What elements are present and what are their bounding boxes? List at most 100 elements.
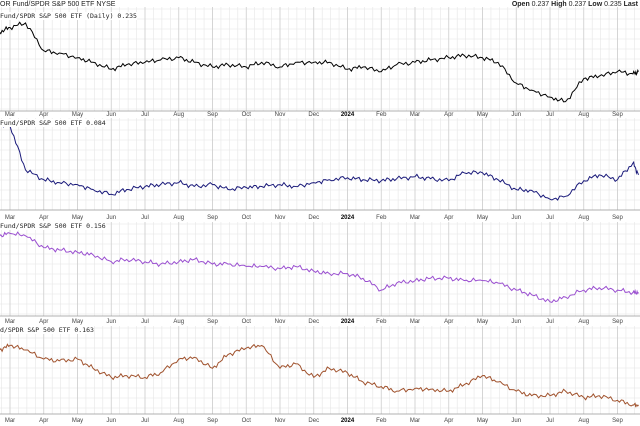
x-tick-label: Dec [308,319,319,325]
panel-4-title: d/SPDR S&P 500 ETF 0.163 [0,326,94,334]
x-tick-label: Jun [106,319,116,325]
x-tick-label: Dec [308,215,319,221]
x-tick-label: 2024 [341,215,355,221]
x-tick-label: May [477,319,488,325]
x-tick-label: Mar [410,319,420,325]
x-tick-label: Jun [511,215,521,221]
x-tick-label: Aug [578,215,589,221]
last-label: Last [623,1,638,8]
x-tick-label: Nov [275,319,286,325]
x-tick-label: Feb [376,319,387,325]
x-tick-label: Sep [612,215,623,221]
panel-2: Mar Apr May Jun Jul Aug Sep Oct Nov Dec 2024 Feb Mar… [0,118,640,221]
x-tick-label: Aug [173,319,184,325]
x-tick-label: Apr [444,418,453,424]
x-tick-label: May [72,319,83,325]
x-tick-label: May [477,112,488,118]
x-tick-label: Aug [173,215,184,221]
x-tick-label: Apr [39,319,48,325]
x-tick-label: Jul [546,319,554,325]
x-tick-label: Mar [5,215,15,221]
x-tick-label: Apr [444,215,453,221]
x-tick-label: Aug [173,112,184,118]
x-tick-label: Apr [444,112,453,118]
high-value: 0.237 [568,1,587,8]
x-tick-label: Aug [578,319,589,325]
panel-1-title: Fund/SPDR S&P 500 ETF (Daily) 0.235 [0,12,137,20]
x-tick-label: 2024 [341,112,355,118]
x-tick-label: Sep [207,319,218,325]
x-tick-label: Sep [612,112,623,118]
low-value: 0.235 [604,1,622,8]
x-tick-label: Feb [376,215,387,221]
x-tick-label: Oct [242,418,252,424]
x-tick-label: Jun [511,319,521,325]
x-tick-label: Dec [308,418,319,424]
x-tick-label: Jun [511,112,521,118]
x-tick-label: Oct [242,112,252,118]
x-tick-label: Mar [410,418,420,424]
x-tick-label: Sep [207,215,218,221]
x-tick-label: Oct [242,319,252,325]
x-tick-label: May [72,215,83,221]
low-label: Low [588,1,603,8]
x-tick-label: Sep [612,418,623,424]
chart-header-title: OR Fund/SPDR S&P 500 ETF NYSE [0,1,115,8]
x-tick-label: Aug [578,418,589,424]
x-tick-label: Jul [546,215,554,221]
x-tick-label: Jun [106,418,116,424]
x-tick-label: Jul [141,319,149,325]
x-tick-label: Sep [207,418,218,424]
x-tick-label: Oct [242,215,252,221]
ohlc-readout: Open 0.237 High 0.237 Low 0.235 Last [512,1,638,8]
panel-4: Mar Apr May Jun Jul Aug Sep Oct Nov Dec 2024 Feb Mar… [0,326,640,424]
x-tick-label: May [477,418,488,424]
x-tick-label: Nov [275,215,286,221]
x-tick-label: Jul [141,418,149,424]
x-tick-label: Jul [546,418,554,424]
x-tick-label: 2024 [341,319,355,325]
x-tick-label: Apr [444,319,453,325]
x-tick-label: Jul [546,112,554,118]
x-tick-label: Aug [578,112,589,118]
x-tick-label: Mar [5,319,15,325]
x-tick-label: Apr [39,418,48,424]
panel-1: Mar Apr May Jun Jul Aug Sep Oct Nov Dec 2024 Feb Mar… [0,7,640,118]
series-line-4 [0,343,639,408]
x-tick-label: Mar [410,215,420,221]
x-tick-label: Apr [39,215,48,221]
x-tick-label: Jun [106,215,116,221]
x-tick-label: Jun [106,112,116,118]
x-tick-label: May [72,418,83,424]
x-tick-label: May [477,215,488,221]
exchange-label: NYSE [96,1,116,8]
x-tick-label: Aug [173,418,184,424]
x-tick-label: May [72,112,83,118]
panel-2-title: Fund/SPDR S&P 500 ETF 0.084 [0,119,106,127]
x-tick-label: Mar [5,112,15,118]
x-tick-label: Feb [376,418,387,424]
open-label: Open [511,1,530,8]
x-tick-label: Mar [410,112,420,118]
open-value: 0.237 [531,1,550,8]
x-tick-label: Mar [5,418,15,424]
symbol-title: OR Fund/SPDR S&P 500 ETF [0,1,95,8]
x-tick-label: Feb [376,112,387,118]
x-tick-label: Nov [275,418,286,424]
x-tick-label: Jul [141,215,149,221]
x-tick-label: Jun [511,418,521,424]
series-line-1 [0,21,639,103]
series-line-3 [0,231,639,303]
panel-3-title: Fund/SPDR S&P 500 ETF 0.156 [0,222,106,230]
series-line-2 [0,122,639,201]
high-label: High [551,1,567,8]
x-tick-label: Sep [612,319,623,325]
x-tick-label: Nov [275,112,286,118]
x-tick-label: Apr [39,112,48,118]
x-tick-label: Jul [141,112,149,118]
panel-3: Mar Apr May Jun Jul Aug Sep Oct Nov Dec 2024 Feb Mar… [0,222,640,325]
x-tick-label: Sep [207,112,218,118]
x-tick-label: Dec [308,112,319,118]
x-tick-label: 2024 [341,418,355,424]
